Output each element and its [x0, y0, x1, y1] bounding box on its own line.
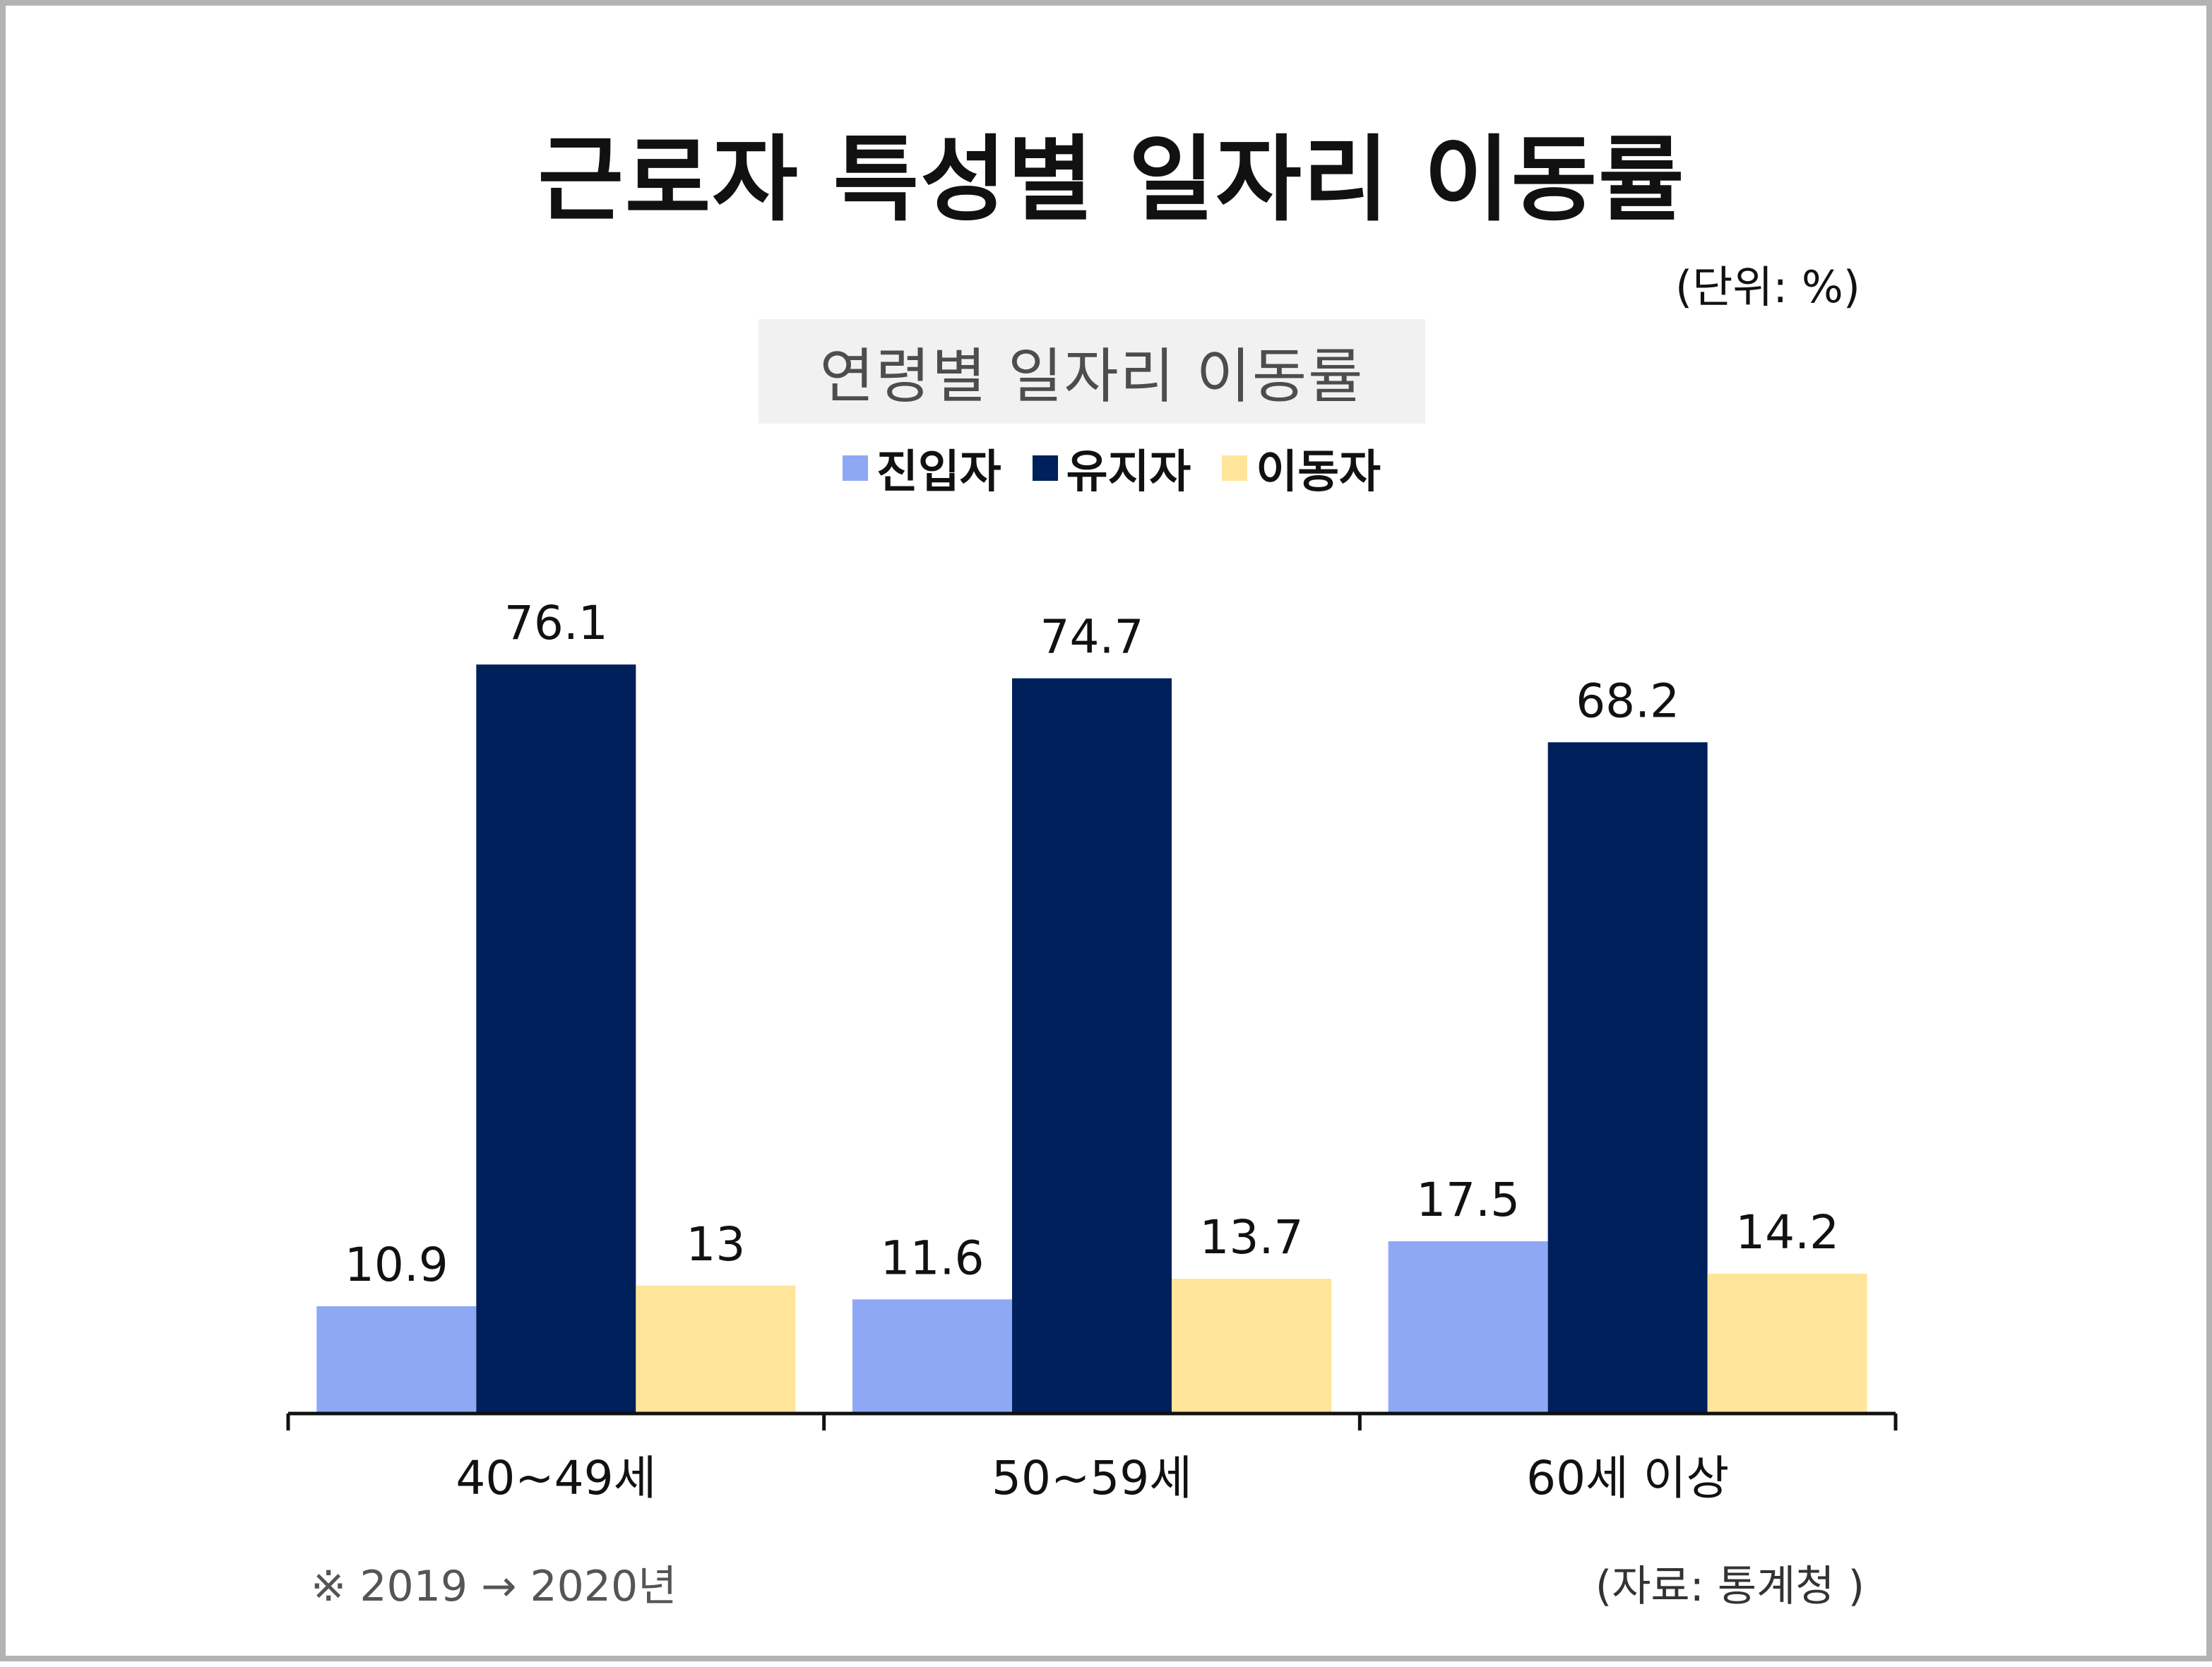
legend-item-entrant: 진입자: [843, 436, 1001, 501]
value-label-entrant-0: 10.9: [345, 1238, 448, 1292]
category-label-1: 50~59세: [992, 1451, 1192, 1505]
legend: 진입자 유지자 이동자: [6, 436, 2212, 500]
legend-label-mover: 이동자: [1256, 446, 1381, 498]
value-label-mover-1: 13.7: [1200, 1210, 1304, 1265]
legend-swatch-stayer: [1032, 455, 1058, 481]
bar-mover-0: [636, 1285, 796, 1414]
legend-label-stayer: 유지자: [1066, 446, 1191, 498]
bar-stayer-1: [1012, 678, 1172, 1414]
unit-label: (단위: %): [1675, 261, 1860, 313]
bar-entrant-1: [852, 1299, 1012, 1414]
chart-title: 근로자 특성별 일자리 이동률: [537, 126, 1686, 234]
legend-item-mover: 이동자: [1222, 436, 1381, 501]
legend-swatch-entrant: [843, 455, 869, 481]
value-label-stayer-0: 76.1: [504, 596, 608, 650]
value-label-stayer-1: 74.7: [1040, 610, 1144, 664]
subtitle-box: 연령별 일자리 이동률: [759, 319, 1425, 424]
source-note: (자료: 통계청 ): [1595, 1562, 1865, 1611]
period-note: ※ 2019 → 2020년: [311, 1562, 677, 1611]
legend-item-stayer: 유지자: [1032, 436, 1191, 501]
value-label-entrant-1: 11.6: [881, 1231, 985, 1285]
bar-chart: 10.9 76.1 13 40~49세 11.6 74.7 13.7 50~59세 17.5 68…: [286, 596, 1898, 1505]
category-label-2: 60세 이상: [1526, 1451, 1729, 1505]
bar-mover-2: [1707, 1274, 1867, 1414]
value-label-mover-0: 13: [686, 1217, 745, 1272]
legend-swatch-mover: [1222, 455, 1248, 481]
bar-mover-1: [1172, 1279, 1331, 1414]
legend-label-entrant: 진입자: [876, 446, 1001, 498]
bar-entrant-2: [1388, 1241, 1548, 1414]
bar-stayer-0: [476, 664, 636, 1414]
bar-stayer-2: [1547, 742, 1708, 1414]
chart-subtitle: 연령별 일자리 이동률: [819, 341, 1364, 411]
bar-entrant-0: [316, 1306, 477, 1414]
category-label-0: 40~49세: [456, 1451, 656, 1505]
value-label-stayer-2: 68.2: [1576, 674, 1679, 728]
value-label-entrant-2: 17.5: [1416, 1173, 1520, 1227]
value-label-mover-2: 14.2: [1735, 1205, 1839, 1260]
